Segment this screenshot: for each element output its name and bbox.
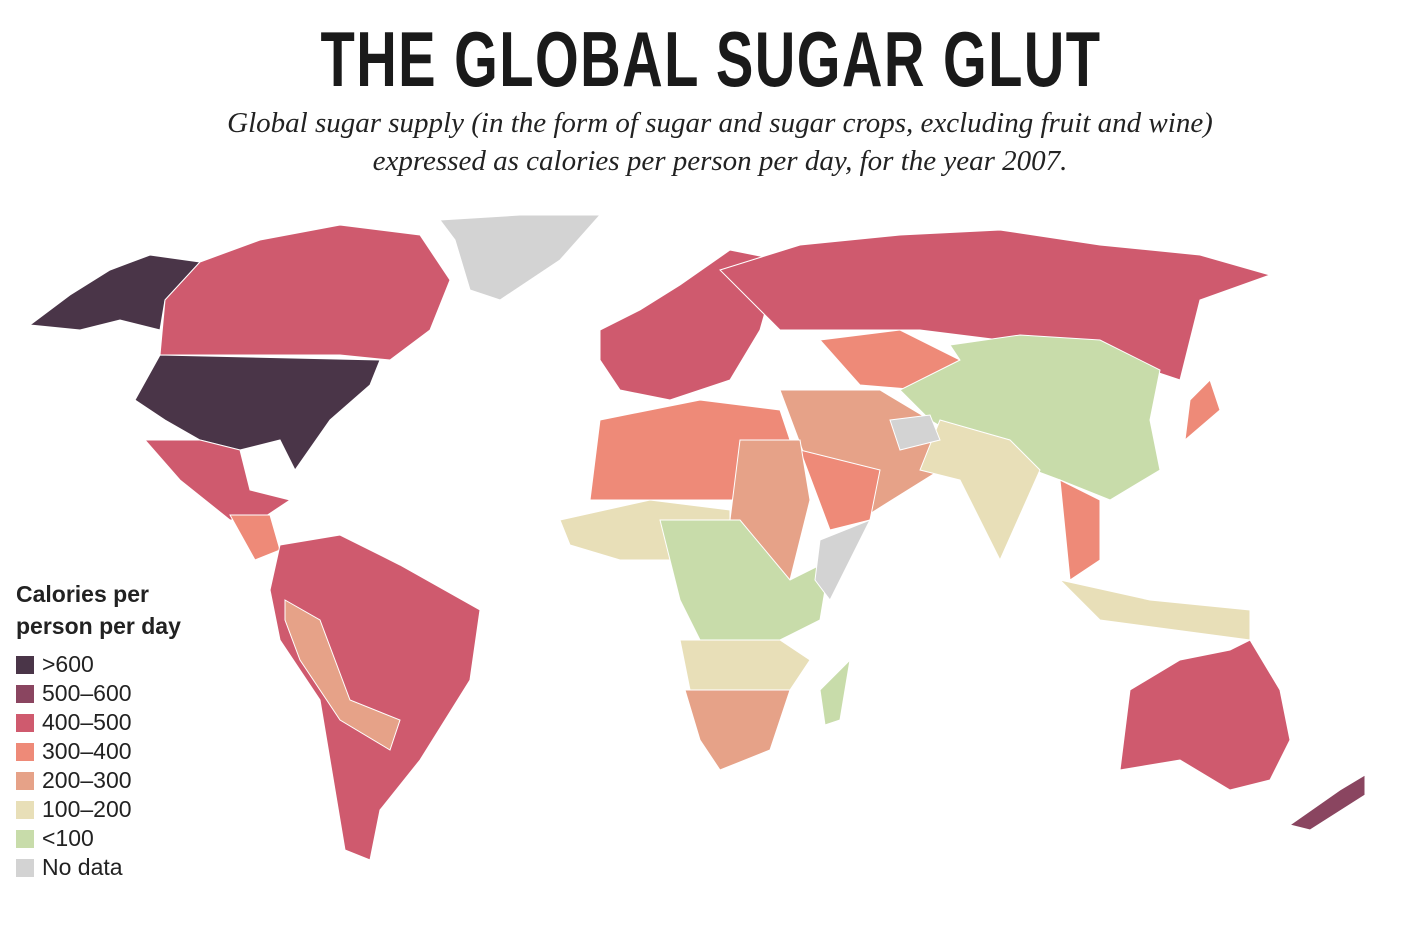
- legend-item: No data: [16, 853, 132, 882]
- legend-item: <100: [16, 824, 132, 853]
- legend-item: 100–200: [16, 795, 132, 824]
- legend-label: 200–300: [42, 767, 132, 793]
- country-region: [1059, 479, 1101, 581]
- legend-label: >600: [42, 651, 94, 677]
- country-region: [1058, 579, 1251, 641]
- country-region: [679, 639, 811, 691]
- legend-swatch: [16, 771, 34, 790]
- country-region: [899, 334, 1161, 501]
- country-region: [599, 249, 781, 401]
- legend-swatch: [16, 858, 34, 877]
- legend-item: >600: [16, 650, 132, 679]
- country-region: [719, 229, 1272, 381]
- legend-swatch: [16, 655, 34, 674]
- legend-label: 400–500: [42, 709, 132, 735]
- country-region: [819, 658, 851, 726]
- legend-item: 200–300: [16, 766, 132, 795]
- legend-swatch: [16, 829, 34, 848]
- legend-swatch: [16, 684, 34, 703]
- country-region: [889, 414, 941, 451]
- legend-title: Calories per person per day: [16, 581, 181, 639]
- legend-label: <100: [42, 825, 94, 851]
- country-region: [1119, 639, 1291, 791]
- legend-label: 300–400: [42, 738, 132, 764]
- country-region: [814, 519, 872, 601]
- country-region: [1288, 774, 1366, 831]
- legend-item: 500–600: [16, 679, 132, 708]
- legend-label: No data: [42, 854, 123, 880]
- country-region: [159, 224, 451, 361]
- country-region: [284, 599, 401, 751]
- country-region: [134, 354, 381, 471]
- legend: >600 500–600 400–500 300–400 200–300 100–200 <…: [16, 650, 132, 882]
- country-region: [269, 534, 481, 861]
- legend-item: 400–500: [16, 708, 132, 737]
- country-region: [229, 514, 281, 561]
- legend-swatch: [16, 800, 34, 819]
- legend-swatch: [16, 713, 34, 732]
- legend-swatch: [16, 742, 34, 761]
- legend-item: 300–400: [16, 737, 132, 766]
- legend-label: 100–200: [42, 796, 132, 822]
- legend-label: 500–600: [42, 680, 132, 706]
- country-region: [659, 519, 831, 641]
- country-region: [919, 419, 1041, 562]
- country-region: [439, 214, 602, 301]
- country-region: [143, 439, 292, 521]
- title: THE GLOBAL SUGAR GLUT: [320, 15, 1102, 103]
- country-region: [684, 689, 791, 771]
- subtitle: Global sugar supply (in the form of suga…: [227, 107, 1213, 177]
- country-region: [1184, 379, 1221, 442]
